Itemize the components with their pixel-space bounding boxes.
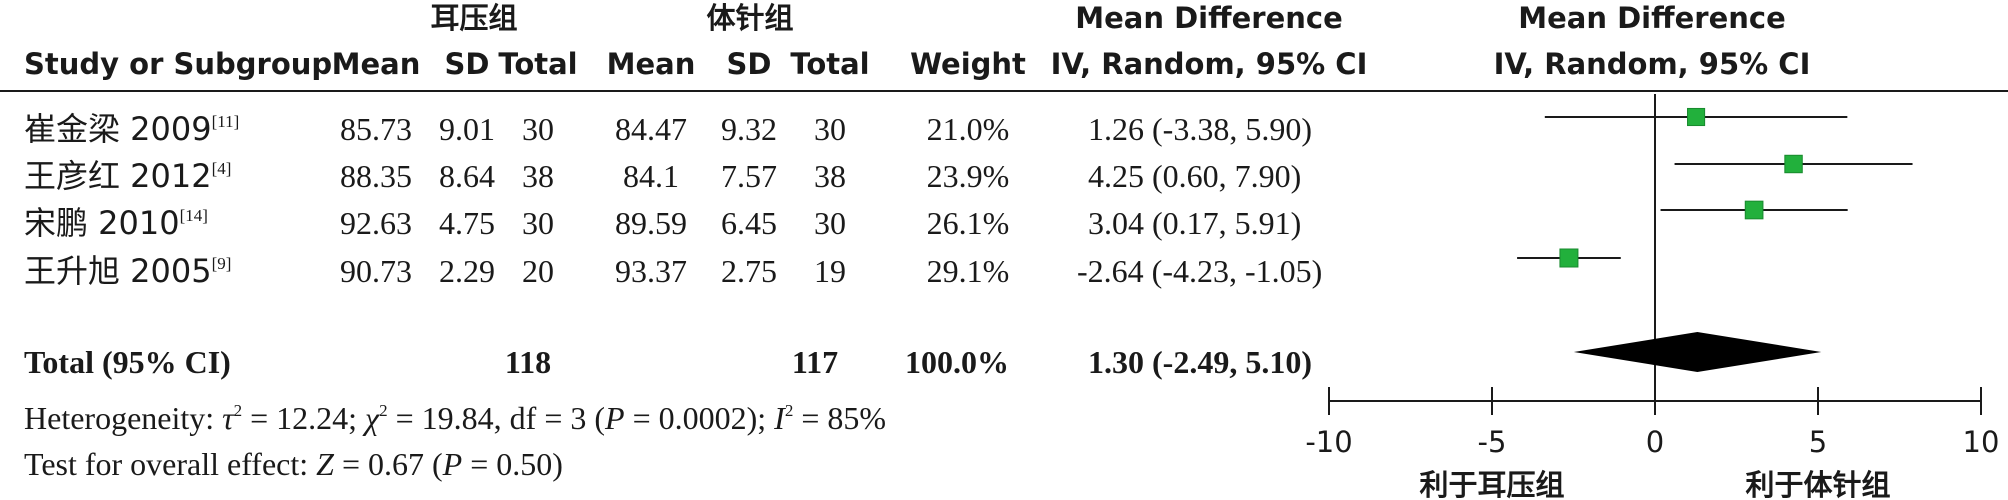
ci-cell: 1.26 (-3.38, 5.90) xyxy=(1088,111,1312,147)
mean1-cell: 92.63 xyxy=(340,205,412,241)
total-weight-cell: 100.0% xyxy=(905,344,1009,380)
heterogeneity-line: Heterogeneity: τ2 = 12.24; χ2 = 19.84, d… xyxy=(24,400,887,436)
sd2-cell: 2.75 xyxy=(721,253,777,289)
total2-cell: 38 xyxy=(814,158,846,194)
total-label: Total (95% CI) xyxy=(24,344,231,380)
total2-cell: 19 xyxy=(814,253,846,289)
weight-cell: 26.1% xyxy=(926,205,1010,241)
total1-cell: 30 xyxy=(522,205,554,241)
x-tick-label: -5 xyxy=(1478,425,1507,459)
sd2-cell: 7.57 xyxy=(721,158,777,194)
overall-effect-line: Test for overall effect: Z = 0.67 (P = 0… xyxy=(24,446,563,482)
sd2-cell: 9.32 xyxy=(721,111,777,147)
plot-title-header: Mean Difference xyxy=(1518,1,1786,35)
x-tick-label: 0 xyxy=(1646,425,1664,459)
mean2-cell: 84.47 xyxy=(615,111,687,147)
study-name: 王彦红 2012[4] xyxy=(24,157,232,195)
sd1-cell: 2.29 xyxy=(439,253,495,289)
weight-cell: 23.9% xyxy=(926,158,1010,194)
total1-cell: 30 xyxy=(522,111,554,147)
weight-cell: 29.1% xyxy=(926,253,1010,289)
total2-header: Total xyxy=(790,47,870,81)
mean1-header: Mean xyxy=(331,47,421,81)
sd1-cell: 4.75 xyxy=(439,205,495,241)
ci-cell: -2.64 (-4.23, -1.05) xyxy=(1077,253,1323,289)
total1-cell: 38 xyxy=(522,158,554,194)
study-column-header: Study or Subgroup xyxy=(24,47,333,81)
x-tick-label: 10 xyxy=(1963,425,2000,459)
sd1-cell: 9.01 xyxy=(439,111,495,147)
mean2-header: Mean xyxy=(606,47,696,81)
plot-method-header: IV, Random, 95% CI xyxy=(1493,47,1811,81)
total-ci-cell: 1.30 (-2.49, 5.10) xyxy=(1088,344,1312,380)
sd1-cell: 8.64 xyxy=(439,158,495,194)
study-marker xyxy=(1559,248,1579,268)
ci-cell: 4.25 (0.60, 7.90) xyxy=(1088,158,1302,194)
study-marker xyxy=(1687,107,1706,127)
group2-header: 体针组 xyxy=(706,1,794,35)
total1-cell: 118 xyxy=(504,344,552,380)
md-title-header: Mean Difference xyxy=(1075,1,1343,35)
total2-cell: 30 xyxy=(814,205,846,241)
total2-cell: 117 xyxy=(791,344,839,380)
sd2-header: SD xyxy=(726,47,772,81)
ci-cell: 3.04 (0.17, 5.91) xyxy=(1088,205,1302,241)
study-marker xyxy=(1784,154,1803,174)
mean1-cell: 90.73 xyxy=(340,253,412,289)
favours-right-label: 利于体针组 xyxy=(1745,468,1890,500)
study-name: 宋鹏 2010[14] xyxy=(24,204,208,242)
mean2-cell: 89.59 xyxy=(615,205,687,241)
mean1-cell: 88.35 xyxy=(340,158,412,194)
total1-cell: 20 xyxy=(522,253,554,289)
x-tick-label: -10 xyxy=(1305,425,1352,459)
weight-cell: 21.0% xyxy=(926,111,1010,147)
x-tick-label: 5 xyxy=(1809,425,1827,459)
total1-header: Total xyxy=(498,47,578,81)
study-marker xyxy=(1744,200,1764,220)
mean2-cell: 84.1 xyxy=(623,158,679,194)
study-name: 崔金梁 2009[11] xyxy=(24,110,240,148)
mean1-cell: 85.73 xyxy=(340,111,412,147)
total2-cell: 30 xyxy=(814,111,846,147)
sd1-header: SD xyxy=(444,47,490,81)
mean2-cell: 93.37 xyxy=(615,253,687,289)
md-method-header: IV, Random, 95% CI xyxy=(1050,47,1368,81)
pooled-diamond xyxy=(1573,332,1822,372)
group1-header: 耳压组 xyxy=(430,1,518,35)
header-rule xyxy=(0,90,2008,92)
sd2-cell: 6.45 xyxy=(721,205,777,241)
weight-header: Weight xyxy=(910,47,1026,81)
study-name: 王升旭 2005[9] xyxy=(24,252,232,290)
favours-left-label: 利于耳压组 xyxy=(1419,468,1564,500)
